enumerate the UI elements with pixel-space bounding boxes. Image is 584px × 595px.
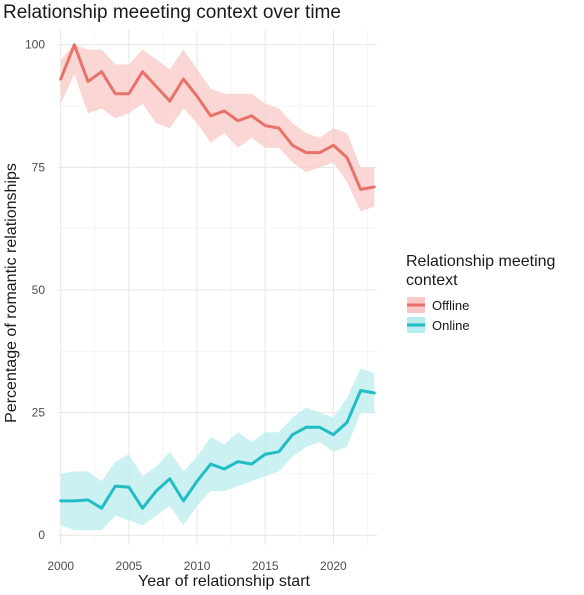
legend-item-online: Online	[407, 317, 470, 333]
band-offline	[60, 44, 375, 212]
series-lines	[59, 43, 376, 510]
x-tick-label: 2005	[116, 559, 143, 573]
x-tick-label: 2020	[320, 559, 347, 573]
x-axis-title: Year of relationship start	[138, 573, 311, 590]
y-tick-label: 75	[32, 160, 46, 174]
y-tick-label: 25	[32, 406, 46, 420]
line-offline	[59, 43, 376, 191]
y-tick-label: 50	[32, 283, 46, 297]
chart-title: Relationship meeeting context over time	[3, 2, 341, 23]
legend-title-line-2: context	[406, 272, 458, 289]
legend-title-line-1: Relationship meeting	[406, 253, 555, 270]
y-tick-labels: 0 25 50 75 100	[25, 38, 45, 542]
x-tick-label: 2000	[47, 559, 74, 573]
y-tick-label: 100	[25, 38, 45, 52]
legend: Relationship meeting context Offline Onli…	[406, 253, 555, 333]
x-tick-labels: 2000 2005 2010 2015 2020	[47, 559, 347, 573]
legend-label: Online	[432, 318, 470, 333]
confidence-bands	[60, 44, 375, 531]
y-axis-title: Percentage of romantic relationships	[3, 163, 20, 423]
line-online	[59, 389, 376, 510]
legend-item-offline: Offline	[407, 297, 469, 313]
band-online	[60, 368, 375, 531]
legend-label: Offline	[432, 298, 469, 313]
x-tick-label: 2015	[252, 559, 279, 573]
x-tick-label: 2010	[184, 559, 211, 573]
y-tick-label: 0	[38, 528, 45, 542]
